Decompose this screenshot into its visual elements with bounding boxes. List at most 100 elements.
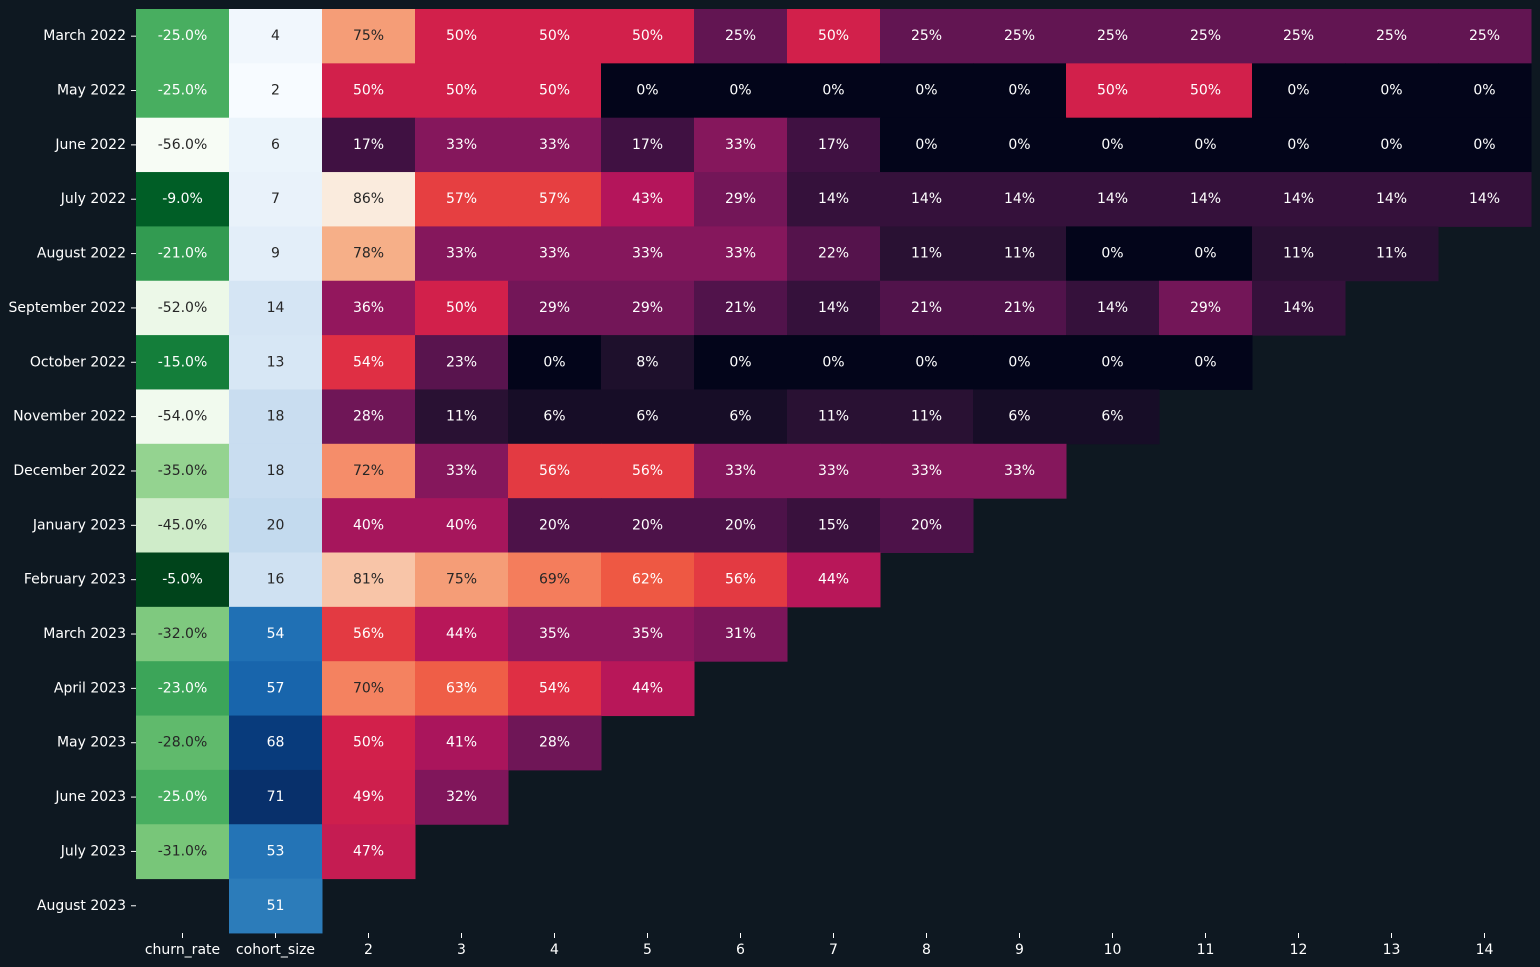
cohort-size-label: 18 xyxy=(267,409,285,425)
retention-label: 6% xyxy=(636,409,658,425)
cohort-size-cell xyxy=(229,498,323,553)
x-tick-label: 10 xyxy=(1104,942,1122,958)
retention-cell xyxy=(1159,9,1253,64)
retention-cell xyxy=(787,9,881,64)
x-tick-label: churn_rate xyxy=(145,942,220,958)
retention-cell xyxy=(508,661,602,717)
cohort-size-cell xyxy=(229,443,323,499)
retention-cell xyxy=(601,117,695,173)
retention-label: 33% xyxy=(446,463,477,479)
retention-cell xyxy=(601,280,695,336)
churn-rate-cell xyxy=(136,606,230,662)
cohort-size-label: 53 xyxy=(267,843,285,859)
retention-cell xyxy=(415,63,509,119)
retention-label: 15% xyxy=(818,517,849,533)
retention-label: 40% xyxy=(446,517,477,533)
y-tick-label: July 2022 xyxy=(60,191,126,207)
x-tick-label: 3 xyxy=(457,942,466,958)
churn-rate-cell xyxy=(136,117,230,173)
cohort-size-label: 2 xyxy=(271,83,280,99)
cohort-size-cell xyxy=(229,226,323,282)
retention-label: 81% xyxy=(353,572,384,588)
churn-rate-label: -21.0% xyxy=(158,246,208,262)
retention-cell xyxy=(415,498,509,553)
retention-label: 0% xyxy=(1380,83,1402,99)
retention-label: 20% xyxy=(725,517,756,533)
retention-label: 17% xyxy=(632,137,663,153)
retention-cell xyxy=(322,769,416,825)
retention-label: 57% xyxy=(446,191,477,207)
retention-label: 44% xyxy=(632,680,663,696)
retention-cell xyxy=(415,389,509,445)
churn-rate-label: -54.0% xyxy=(158,409,208,425)
retention-label: 50% xyxy=(539,83,570,99)
retention-label: 14% xyxy=(1097,191,1128,207)
churn-rate-cell xyxy=(136,769,230,825)
retention-label: 11% xyxy=(911,409,942,425)
retention-cell xyxy=(787,498,881,553)
x-tick-label: 6 xyxy=(736,942,745,958)
retention-label: 50% xyxy=(632,28,663,44)
retention-label: 36% xyxy=(353,300,384,316)
retention-cell xyxy=(508,117,602,173)
retention-cell xyxy=(415,443,509,499)
retention-cell xyxy=(1438,117,1532,173)
retention-cell xyxy=(1345,9,1439,64)
retention-cell xyxy=(1345,117,1439,173)
retention-label: 14% xyxy=(1190,191,1221,207)
retention-cell xyxy=(322,824,416,880)
retention-label: 70% xyxy=(353,680,384,696)
churn-rate-label: -23.0% xyxy=(158,680,208,696)
retention-cell xyxy=(1066,389,1160,445)
retention-cell xyxy=(415,9,509,64)
retention-label: 21% xyxy=(1004,300,1035,316)
retention-label: 14% xyxy=(818,191,849,207)
retention-cell xyxy=(322,335,416,390)
cohort-size-label: 16 xyxy=(267,572,285,588)
retention-label: 56% xyxy=(725,572,756,588)
retention-cell xyxy=(1066,117,1160,173)
retention-cell xyxy=(508,226,602,282)
retention-cell xyxy=(694,552,788,608)
retention-cell xyxy=(1252,9,1346,64)
retention-label: 29% xyxy=(539,300,570,316)
retention-label: 11% xyxy=(1283,246,1314,262)
retention-cell xyxy=(1252,226,1346,282)
retention-cell xyxy=(322,172,416,227)
retention-label: 33% xyxy=(1004,463,1035,479)
retention-label: 0% xyxy=(729,83,751,99)
retention-cell xyxy=(1345,226,1439,282)
retention-label: 28% xyxy=(539,735,570,751)
retention-cell xyxy=(415,661,509,717)
cohort-size-label: 18 xyxy=(267,463,285,479)
retention-cell xyxy=(415,172,509,227)
churn-rate-label: -9.0% xyxy=(162,191,203,207)
cohort-size-cell xyxy=(229,661,323,717)
x-tick-label: 11 xyxy=(1197,942,1215,958)
retention-cell xyxy=(973,389,1067,445)
churn-rate-label: -45.0% xyxy=(158,517,208,533)
churn-rate-cell xyxy=(136,9,230,64)
retention-cell xyxy=(787,117,881,173)
retention-label: 25% xyxy=(1004,28,1035,44)
retention-label: 6% xyxy=(1101,409,1123,425)
cohort-size-cell xyxy=(229,9,323,64)
retention-cell xyxy=(322,552,416,608)
retention-label: 0% xyxy=(1194,246,1216,262)
retention-cell xyxy=(508,280,602,336)
x-tick-label: 9 xyxy=(1015,942,1024,958)
retention-cell xyxy=(787,443,881,499)
retention-label: 33% xyxy=(725,246,756,262)
retention-label: 0% xyxy=(636,83,658,99)
x-tick-label: 2 xyxy=(364,942,373,958)
retention-cell xyxy=(601,606,695,662)
retention-cell xyxy=(880,335,974,390)
cohort-size-cell xyxy=(229,606,323,662)
retention-cell xyxy=(508,606,602,662)
retention-label: 20% xyxy=(539,517,570,533)
retention-cell xyxy=(508,715,602,771)
retention-cell xyxy=(694,443,788,499)
retention-cell xyxy=(601,226,695,282)
retention-cell xyxy=(1159,335,1253,390)
